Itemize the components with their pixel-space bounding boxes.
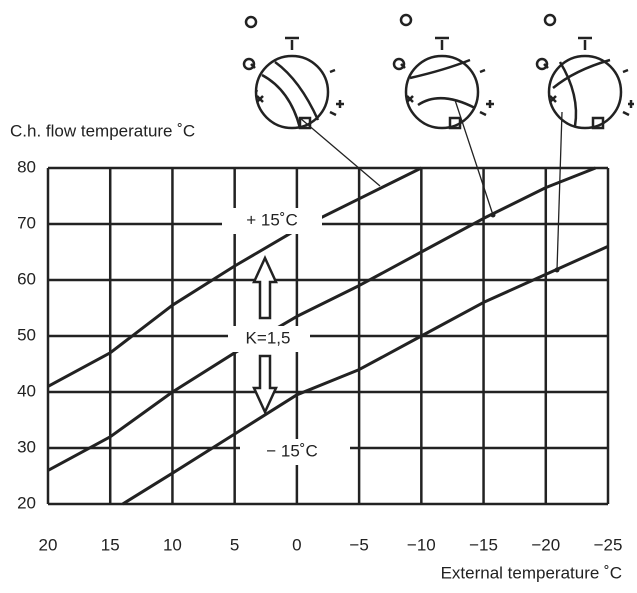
curve (47, 166, 597, 472)
label-bg (240, 439, 350, 465)
leader-lines (299, 99, 563, 271)
x-tick-label: 10 (163, 535, 182, 554)
point-marker (490, 212, 496, 218)
y-tick-label: 60 (17, 269, 36, 288)
y-tick-label: 20 (17, 493, 36, 512)
x-axis-label: External temperature ˚C (441, 563, 622, 582)
annotation: K=1,5 (246, 328, 291, 347)
annotation: + 15˚C (246, 210, 298, 229)
x-tick-label: −15 (469, 535, 498, 554)
label-bg (228, 326, 310, 352)
x-tick-label: −5 (349, 535, 368, 554)
down-arrow (252, 354, 278, 416)
y-axis-label: C.h. flow temperature ˚C (10, 121, 195, 140)
label-bg (222, 208, 322, 234)
x-tick-label: −20 (531, 535, 560, 554)
point-marker (554, 267, 560, 273)
x-tick-label: 20 (39, 535, 58, 554)
x-tick-label: 15 (101, 535, 120, 554)
x-tick-label: −25 (594, 535, 623, 554)
y-tick-label: 80 (17, 157, 36, 176)
x-tick-label: 0 (292, 535, 301, 554)
x-tick-label: −10 (407, 535, 436, 554)
dials (242, 13, 634, 130)
y-tick-label: 30 (17, 437, 36, 456)
curves (47, 166, 609, 506)
y-tick-label: 40 (17, 381, 36, 400)
y-tick-label: 70 (17, 213, 36, 232)
up-arrow (252, 254, 278, 320)
y-tick-label: 50 (17, 325, 36, 344)
curve (121, 245, 609, 506)
curve (47, 166, 422, 388)
annotation: − 15˚C (266, 441, 318, 460)
x-tick-label: 5 (230, 535, 239, 554)
